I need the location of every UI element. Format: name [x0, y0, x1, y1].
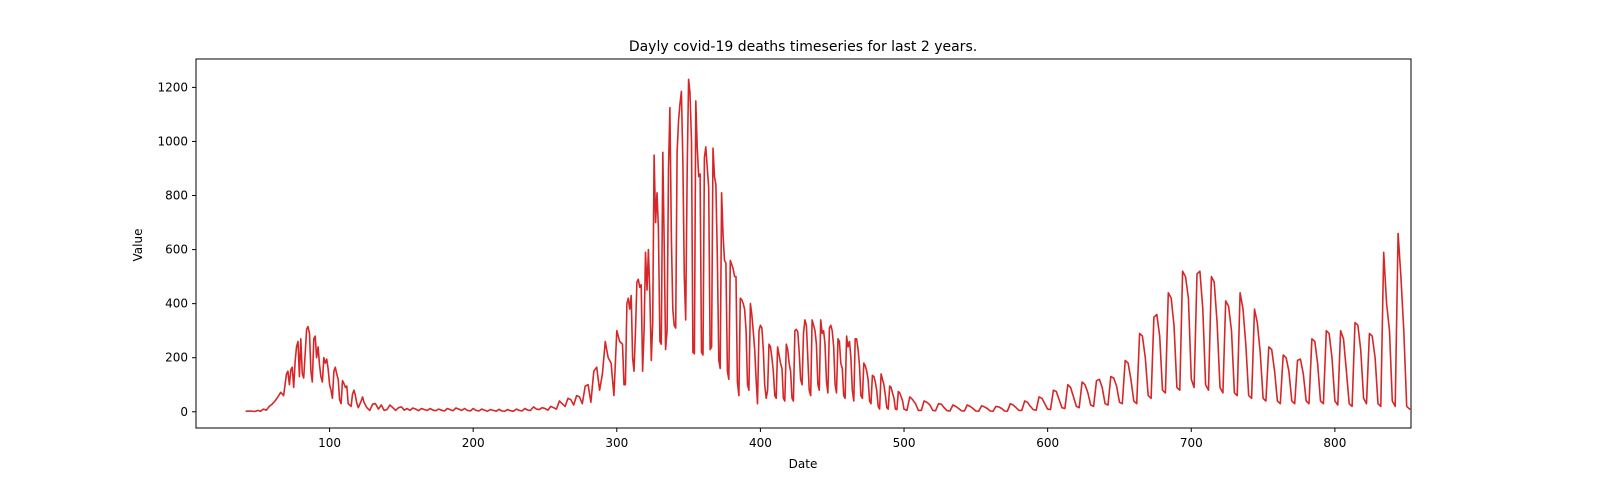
x-axis: 100 200 300 400 500 600 700 800: [318, 428, 1346, 450]
x-axis-label: Date: [789, 457, 818, 471]
series-line: [245, 78, 1411, 413]
x-tick-label: 600: [1036, 436, 1059, 450]
y-tick-label: 1000: [157, 134, 188, 148]
y-tick-label: 1200: [157, 80, 188, 94]
x-tick-label: 800: [1323, 436, 1346, 450]
y-axis: 0 200 400 600 800 1000 1200: [157, 80, 196, 419]
x-tick-label: 400: [749, 436, 772, 450]
y-tick-label: 400: [165, 297, 188, 311]
x-tick-label: 700: [1180, 436, 1203, 450]
x-tick-label: 300: [605, 436, 628, 450]
chart-title: Dayly covid-19 deaths timeseries for las…: [629, 39, 977, 55]
y-tick-label: 800: [165, 189, 188, 203]
y-axis-label: Value: [131, 229, 145, 262]
plot-frame: [195, 58, 1412, 429]
x-tick-label: 500: [893, 436, 916, 450]
y-tick-label: 0: [180, 405, 188, 419]
x-tick-label: 100: [318, 436, 341, 450]
x-tick-label: 200: [462, 436, 485, 450]
y-tick-label: 200: [165, 351, 188, 365]
y-tick-label: 600: [165, 243, 188, 257]
